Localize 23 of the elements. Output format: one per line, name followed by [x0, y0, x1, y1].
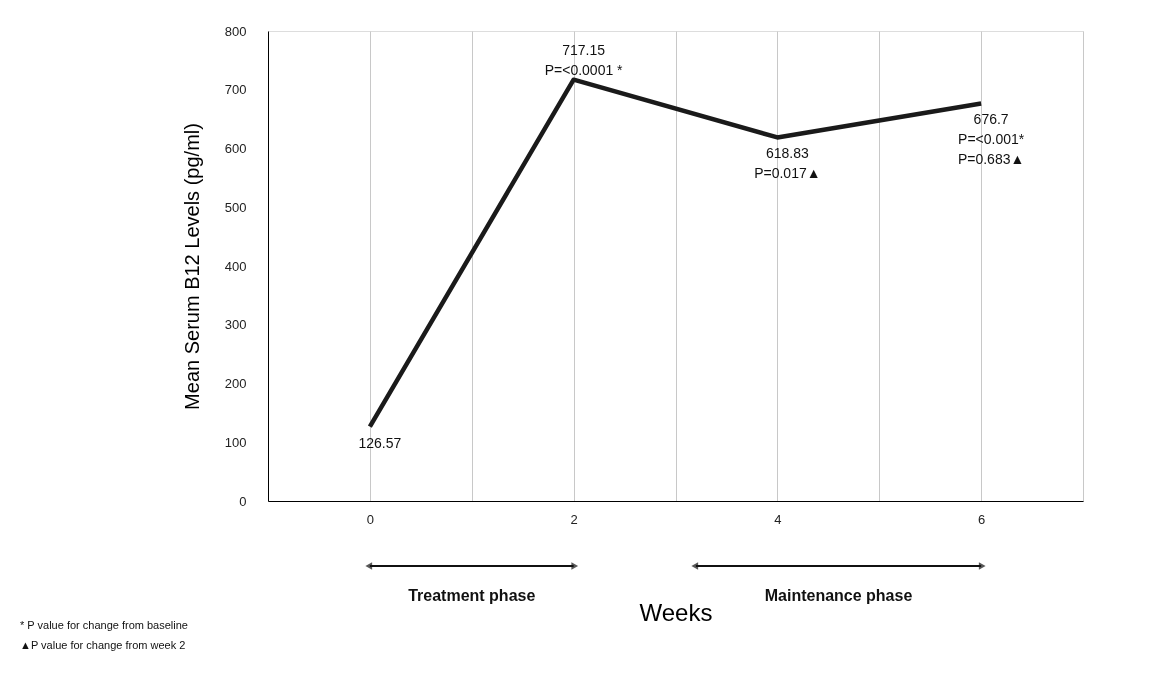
text: Treatment phase: [408, 587, 536, 604]
text: ▲P value for change from week 2: [20, 639, 186, 651]
data-label: 676.7 P=<0.001* P=0.683▲: [957, 111, 1025, 168]
y-tick-label: 0: [239, 493, 247, 509]
x-tick-label: 2: [570, 511, 578, 527]
y-tick-label: 100: [224, 434, 247, 450]
x-axis-title: Weeks: [639, 598, 713, 626]
y-tick-label: 400: [224, 258, 247, 274]
y-tick-label: 500: [224, 199, 247, 215]
y-axis-title: Mean Serum B12 Levels (pg/ml): [180, 123, 203, 410]
y-tick-label: 300: [224, 317, 247, 333]
text: Maintenance phase: [764, 587, 913, 604]
y-tick-label: 700: [224, 82, 247, 98]
data-label: 126.57: [358, 434, 402, 451]
text: * P value for change from baseline: [20, 619, 188, 631]
y-tick-label: 200: [224, 376, 247, 391]
x-tick-label: 0: [366, 511, 374, 527]
y-tick-label: 600: [224, 141, 247, 156]
x-tick-label: 6: [978, 511, 986, 527]
data-label: 618.83 P=0.017▲: [754, 145, 821, 182]
y-tick-label: 800: [224, 23, 247, 39]
x-tick-label: 4: [774, 511, 782, 527]
data-label: 717.15 P=<0.0001 *: [544, 41, 624, 78]
